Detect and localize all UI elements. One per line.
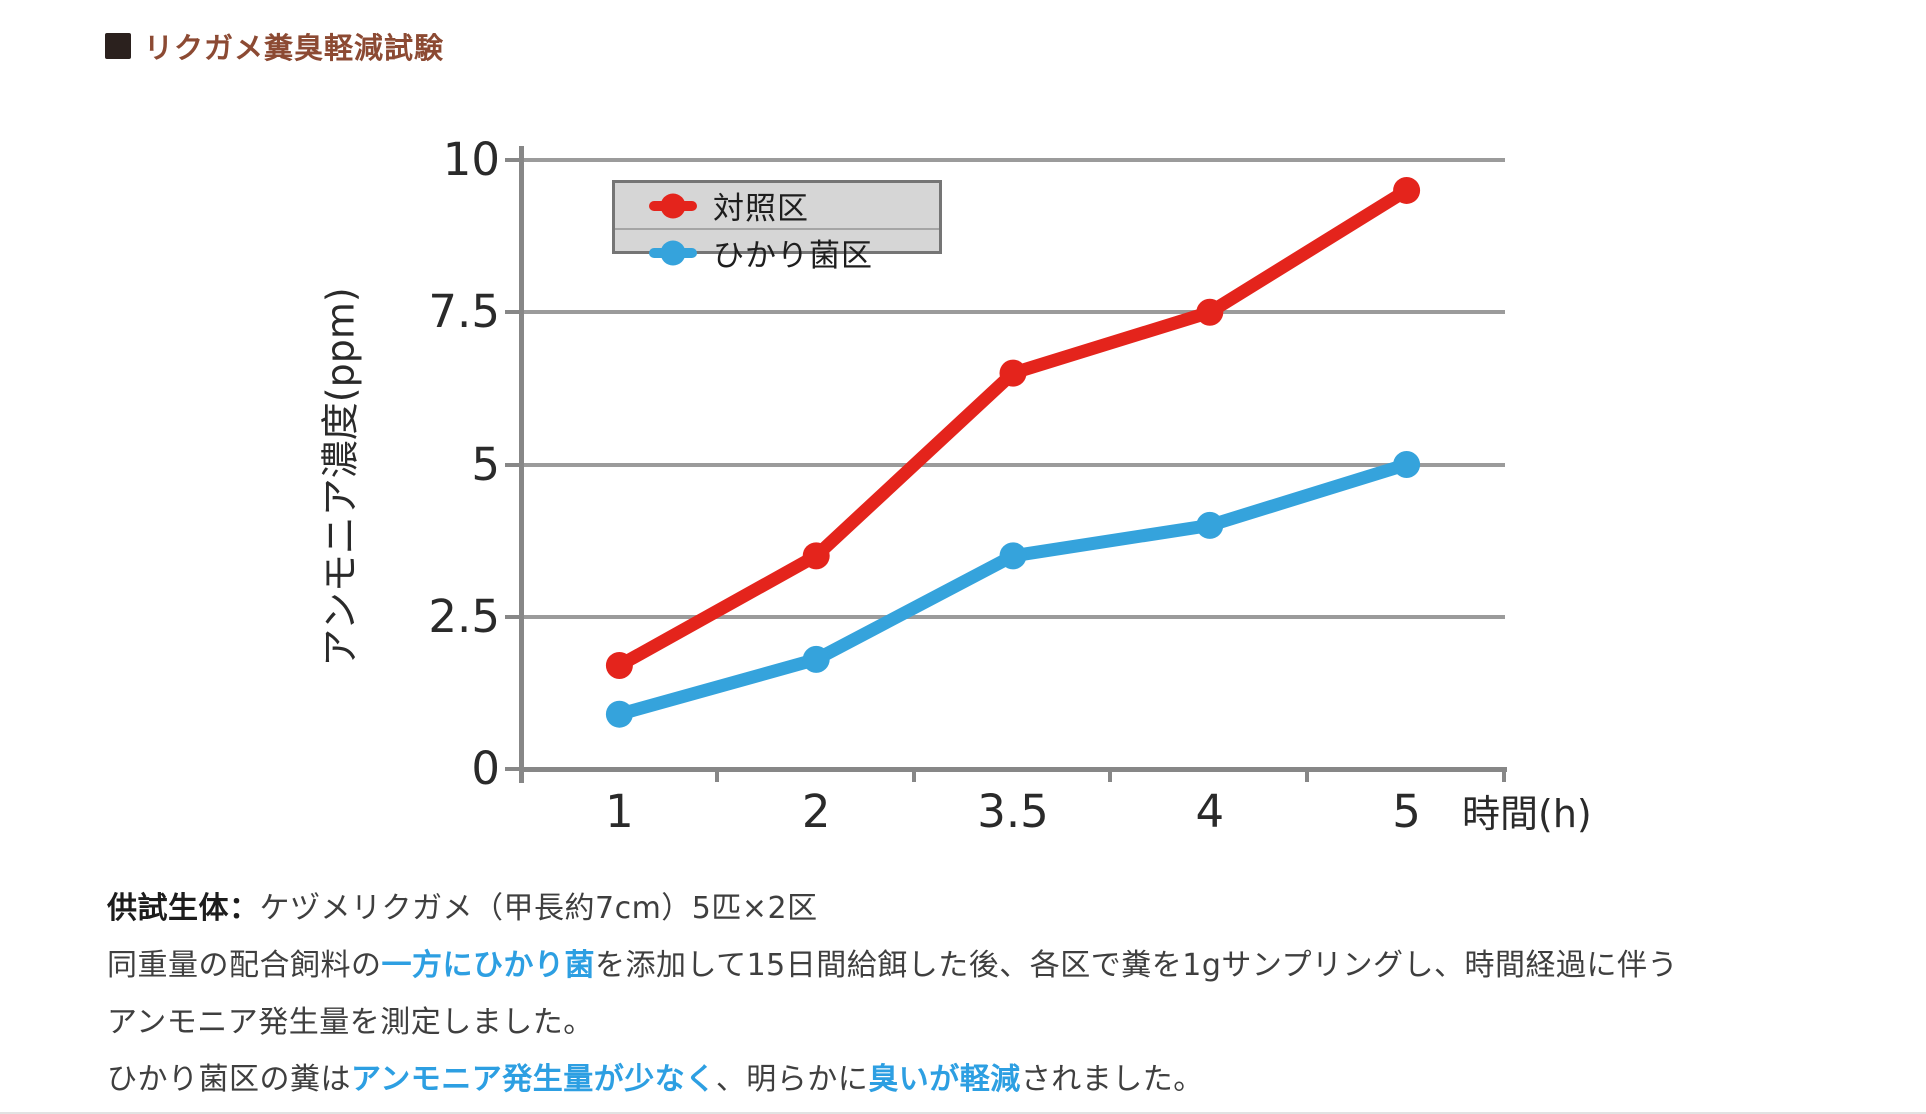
section-title: リクガメ糞臭軽減試験 — [105, 25, 444, 67]
legend-row: ひかり菌区 — [615, 230, 939, 275]
gridline — [521, 158, 1505, 162]
data-point — [1196, 298, 1224, 326]
y-tick-label: 7.5 — [428, 285, 500, 339]
bottom-divider — [0, 1112, 1926, 1114]
legend-marker-icon — [649, 193, 697, 218]
data-point — [802, 542, 830, 570]
data-point — [1393, 451, 1421, 478]
text-segment: 同重量の配合飼料の — [107, 947, 382, 983]
y-tick-label: 2.5 — [428, 589, 500, 643]
text-segment: アンモニア発生量が少なく — [351, 1061, 716, 1097]
y-tick-mark — [505, 310, 521, 315]
data-point — [999, 359, 1027, 387]
text-segment: 、明らかに — [715, 1061, 869, 1097]
gridline — [521, 310, 1505, 315]
description-line: ひかり菌区の糞は アンモニア発生量が少なく 、明らかに 臭いが軽減 されました。 — [107, 1047, 1678, 1104]
y-tick-label: 0 — [471, 742, 500, 795]
description-block: 供試生体： ケヅメリクガメ（甲長約7cm）5匹×2区 同重量の配合飼料の 一方にひかり… — [107, 876, 1678, 1104]
x-tick-mark — [714, 767, 719, 782]
text-segment: 一方にひかり菌 — [381, 947, 595, 983]
data-point — [605, 651, 633, 679]
x-axis-title: 時間(h) — [1462, 792, 1592, 836]
x-tick-mark — [1502, 767, 1506, 782]
series-line — [612, 458, 1414, 721]
x-tick-label: 1 — [605, 785, 634, 838]
x-axis-line — [519, 767, 1507, 772]
square-bullet-icon — [105, 33, 131, 59]
x-tick-label: 4 — [1195, 785, 1225, 838]
legend-row: 対照区 — [615, 183, 939, 230]
y-tick-label: 5 — [471, 437, 500, 491]
text-segment: 臭いが軽減 — [868, 1061, 1021, 1097]
y-tick-mark — [505, 158, 521, 162]
section-title-text: リクガメ糞臭軽減試験 — [144, 31, 445, 65]
legend-label: 対照区 — [713, 191, 809, 227]
y-tick-mark — [505, 462, 521, 467]
data-point — [802, 645, 830, 673]
x-tick-mark — [1108, 767, 1113, 782]
y-tick-mark — [505, 614, 521, 619]
y-tick-label: 10 — [442, 133, 500, 186]
text-segment: ひかり菌区の糞は — [107, 1061, 351, 1097]
text-segment: 供試生体： — [107, 890, 260, 926]
text-segment: されました。 — [1020, 1061, 1204, 1097]
x-tick-label: 5 — [1392, 785, 1421, 838]
text-segment: アンモニア発生量を測定しました。 — [107, 1004, 594, 1040]
data-point — [1196, 511, 1224, 539]
legend-marker-icon — [649, 240, 697, 265]
gridline — [521, 462, 1505, 467]
y-axis-line — [519, 146, 524, 783]
chart-legend: 対照区 ひかり菌区 — [612, 180, 942, 274]
legend-dot-icon — [660, 193, 686, 218]
data-point — [1393, 176, 1421, 204]
text-segment: ケヅメリクガメ（甲長約7cm）5匹×2区 — [259, 890, 818, 926]
description-line: 供試生体： ケヅメリクガメ（甲長約7cm）5匹×2区 — [107, 876, 1678, 933]
text-segment: を添加して15日間給餌した後、各区で糞を1gサンプリングし、時間経過に伴う — [595, 947, 1679, 983]
gridline — [521, 614, 1505, 619]
x-tick-mark — [911, 767, 916, 782]
description-line: 同重量の配合飼料の 一方にひかり菌 を添加して15日間給餌した後、各区で糞を1gサン… — [107, 933, 1678, 990]
x-tick-label: 2 — [801, 785, 831, 838]
x-tick-label: 3.5 — [977, 785, 1049, 838]
legend-dot-icon — [660, 240, 686, 265]
x-tick-mark — [1305, 767, 1310, 782]
data-point — [999, 542, 1027, 570]
y-tick-mark — [505, 767, 521, 771]
data-point — [605, 700, 633, 728]
description-line: アンモニア発生量を測定しました。 — [107, 990, 1678, 1047]
legend-label: ひかり菌区 — [713, 238, 873, 274]
